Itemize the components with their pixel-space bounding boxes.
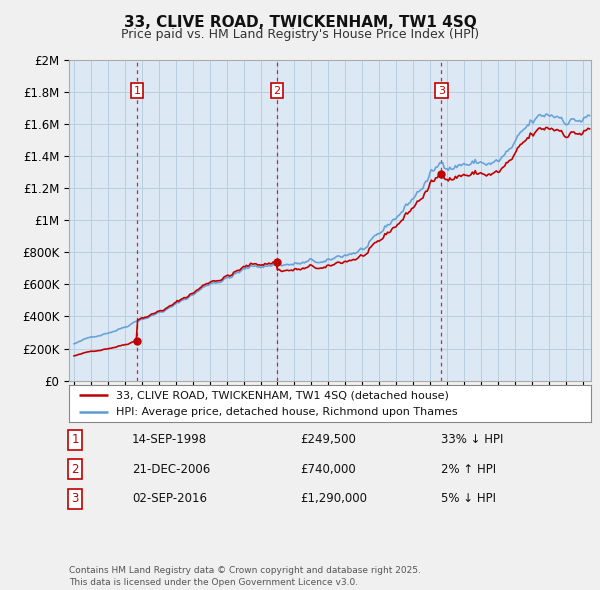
Text: 14-SEP-1998: 14-SEP-1998 [132,433,207,446]
Text: HPI: Average price, detached house, Richmond upon Thames: HPI: Average price, detached house, Rich… [116,407,458,417]
Text: £1,290,000: £1,290,000 [300,492,367,505]
Text: 33, CLIVE ROAD, TWICKENHAM, TW1 4SQ (detached house): 33, CLIVE ROAD, TWICKENHAM, TW1 4SQ (det… [116,390,449,400]
Text: 2: 2 [274,86,281,96]
Text: 33% ↓ HPI: 33% ↓ HPI [441,433,503,446]
Text: Contains HM Land Registry data © Crown copyright and database right 2025.
This d: Contains HM Land Registry data © Crown c… [69,566,421,587]
Text: 3: 3 [438,86,445,96]
Text: 1: 1 [133,86,140,96]
Text: £249,500: £249,500 [300,433,356,446]
Text: 02-SEP-2016: 02-SEP-2016 [132,492,207,505]
Text: 33, CLIVE ROAD, TWICKENHAM, TW1 4SQ: 33, CLIVE ROAD, TWICKENHAM, TW1 4SQ [124,15,476,30]
Text: 21-DEC-2006: 21-DEC-2006 [132,463,210,476]
Text: 2: 2 [71,463,79,476]
Text: 5% ↓ HPI: 5% ↓ HPI [441,492,496,505]
Text: 2% ↑ HPI: 2% ↑ HPI [441,463,496,476]
Text: 3: 3 [71,492,79,505]
Text: 1: 1 [71,433,79,446]
Text: Price paid vs. HM Land Registry's House Price Index (HPI): Price paid vs. HM Land Registry's House … [121,28,479,41]
Text: £740,000: £740,000 [300,463,356,476]
